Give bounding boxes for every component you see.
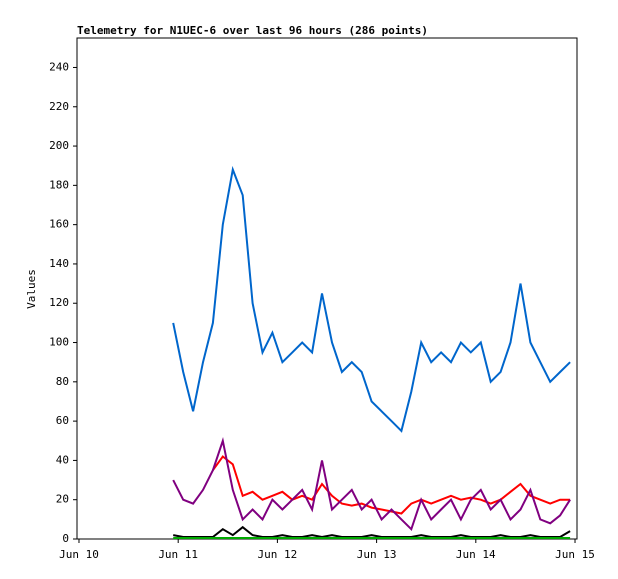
y-tick-label: 80 <box>56 375 69 388</box>
y-tick-label: 40 <box>56 453 69 466</box>
y-tick-label: 200 <box>49 139 69 152</box>
x-tick-label: Jun 13 <box>357 548 397 561</box>
series-line <box>172 165 571 433</box>
x-tick-label: Jun 12 <box>258 548 298 561</box>
x-tick-label: Jun 14 <box>456 548 496 561</box>
series-line <box>173 525 571 539</box>
y-tick-label: 20 <box>56 493 69 506</box>
chart-title: Telemetry for N1UEC-6 over last 96 hours… <box>77 24 428 37</box>
y-axis-label: Values <box>25 269 38 309</box>
y-tick-label: 160 <box>49 218 69 231</box>
y-tick-label: 240 <box>49 60 69 73</box>
y-tick-label: 60 <box>56 414 69 427</box>
x-tick-label: Jun 11 <box>158 548 198 561</box>
x-tick-label: Jun 10 <box>59 548 99 561</box>
y-tick-label: 140 <box>49 257 69 270</box>
y-tick-label: 100 <box>49 336 69 349</box>
x-tick-label: Jun 15 <box>555 548 595 561</box>
y-tick-label: 120 <box>49 296 69 309</box>
series-line <box>212 455 571 515</box>
y-tick-label: 220 <box>49 100 69 113</box>
series-line <box>172 436 571 532</box>
plot-frame <box>76 37 578 540</box>
y-tick-label: 0 <box>62 532 69 545</box>
y-tick-label: 180 <box>49 178 69 191</box>
